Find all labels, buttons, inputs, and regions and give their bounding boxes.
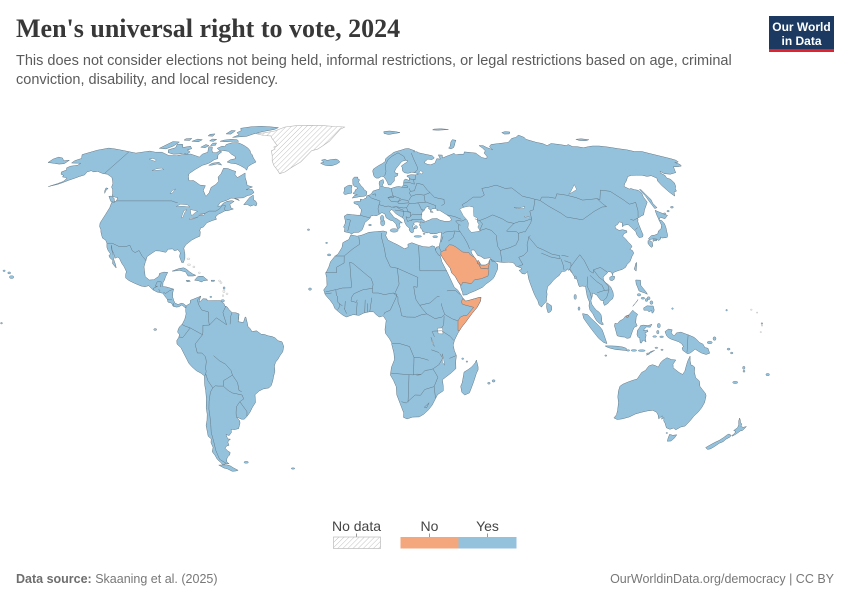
svg-text:OurWorldinData.org/democracy |: OurWorldinData.org/democracy | CC BY bbox=[610, 572, 835, 586]
svg-text:Data source: Skaaning et al. (: Data source: Skaaning et al. (2025) bbox=[16, 572, 218, 586]
svg-text:No: No bbox=[421, 518, 439, 534]
svg-text:No data: No data bbox=[332, 518, 381, 534]
svg-text:Yes: Yes bbox=[476, 518, 499, 534]
